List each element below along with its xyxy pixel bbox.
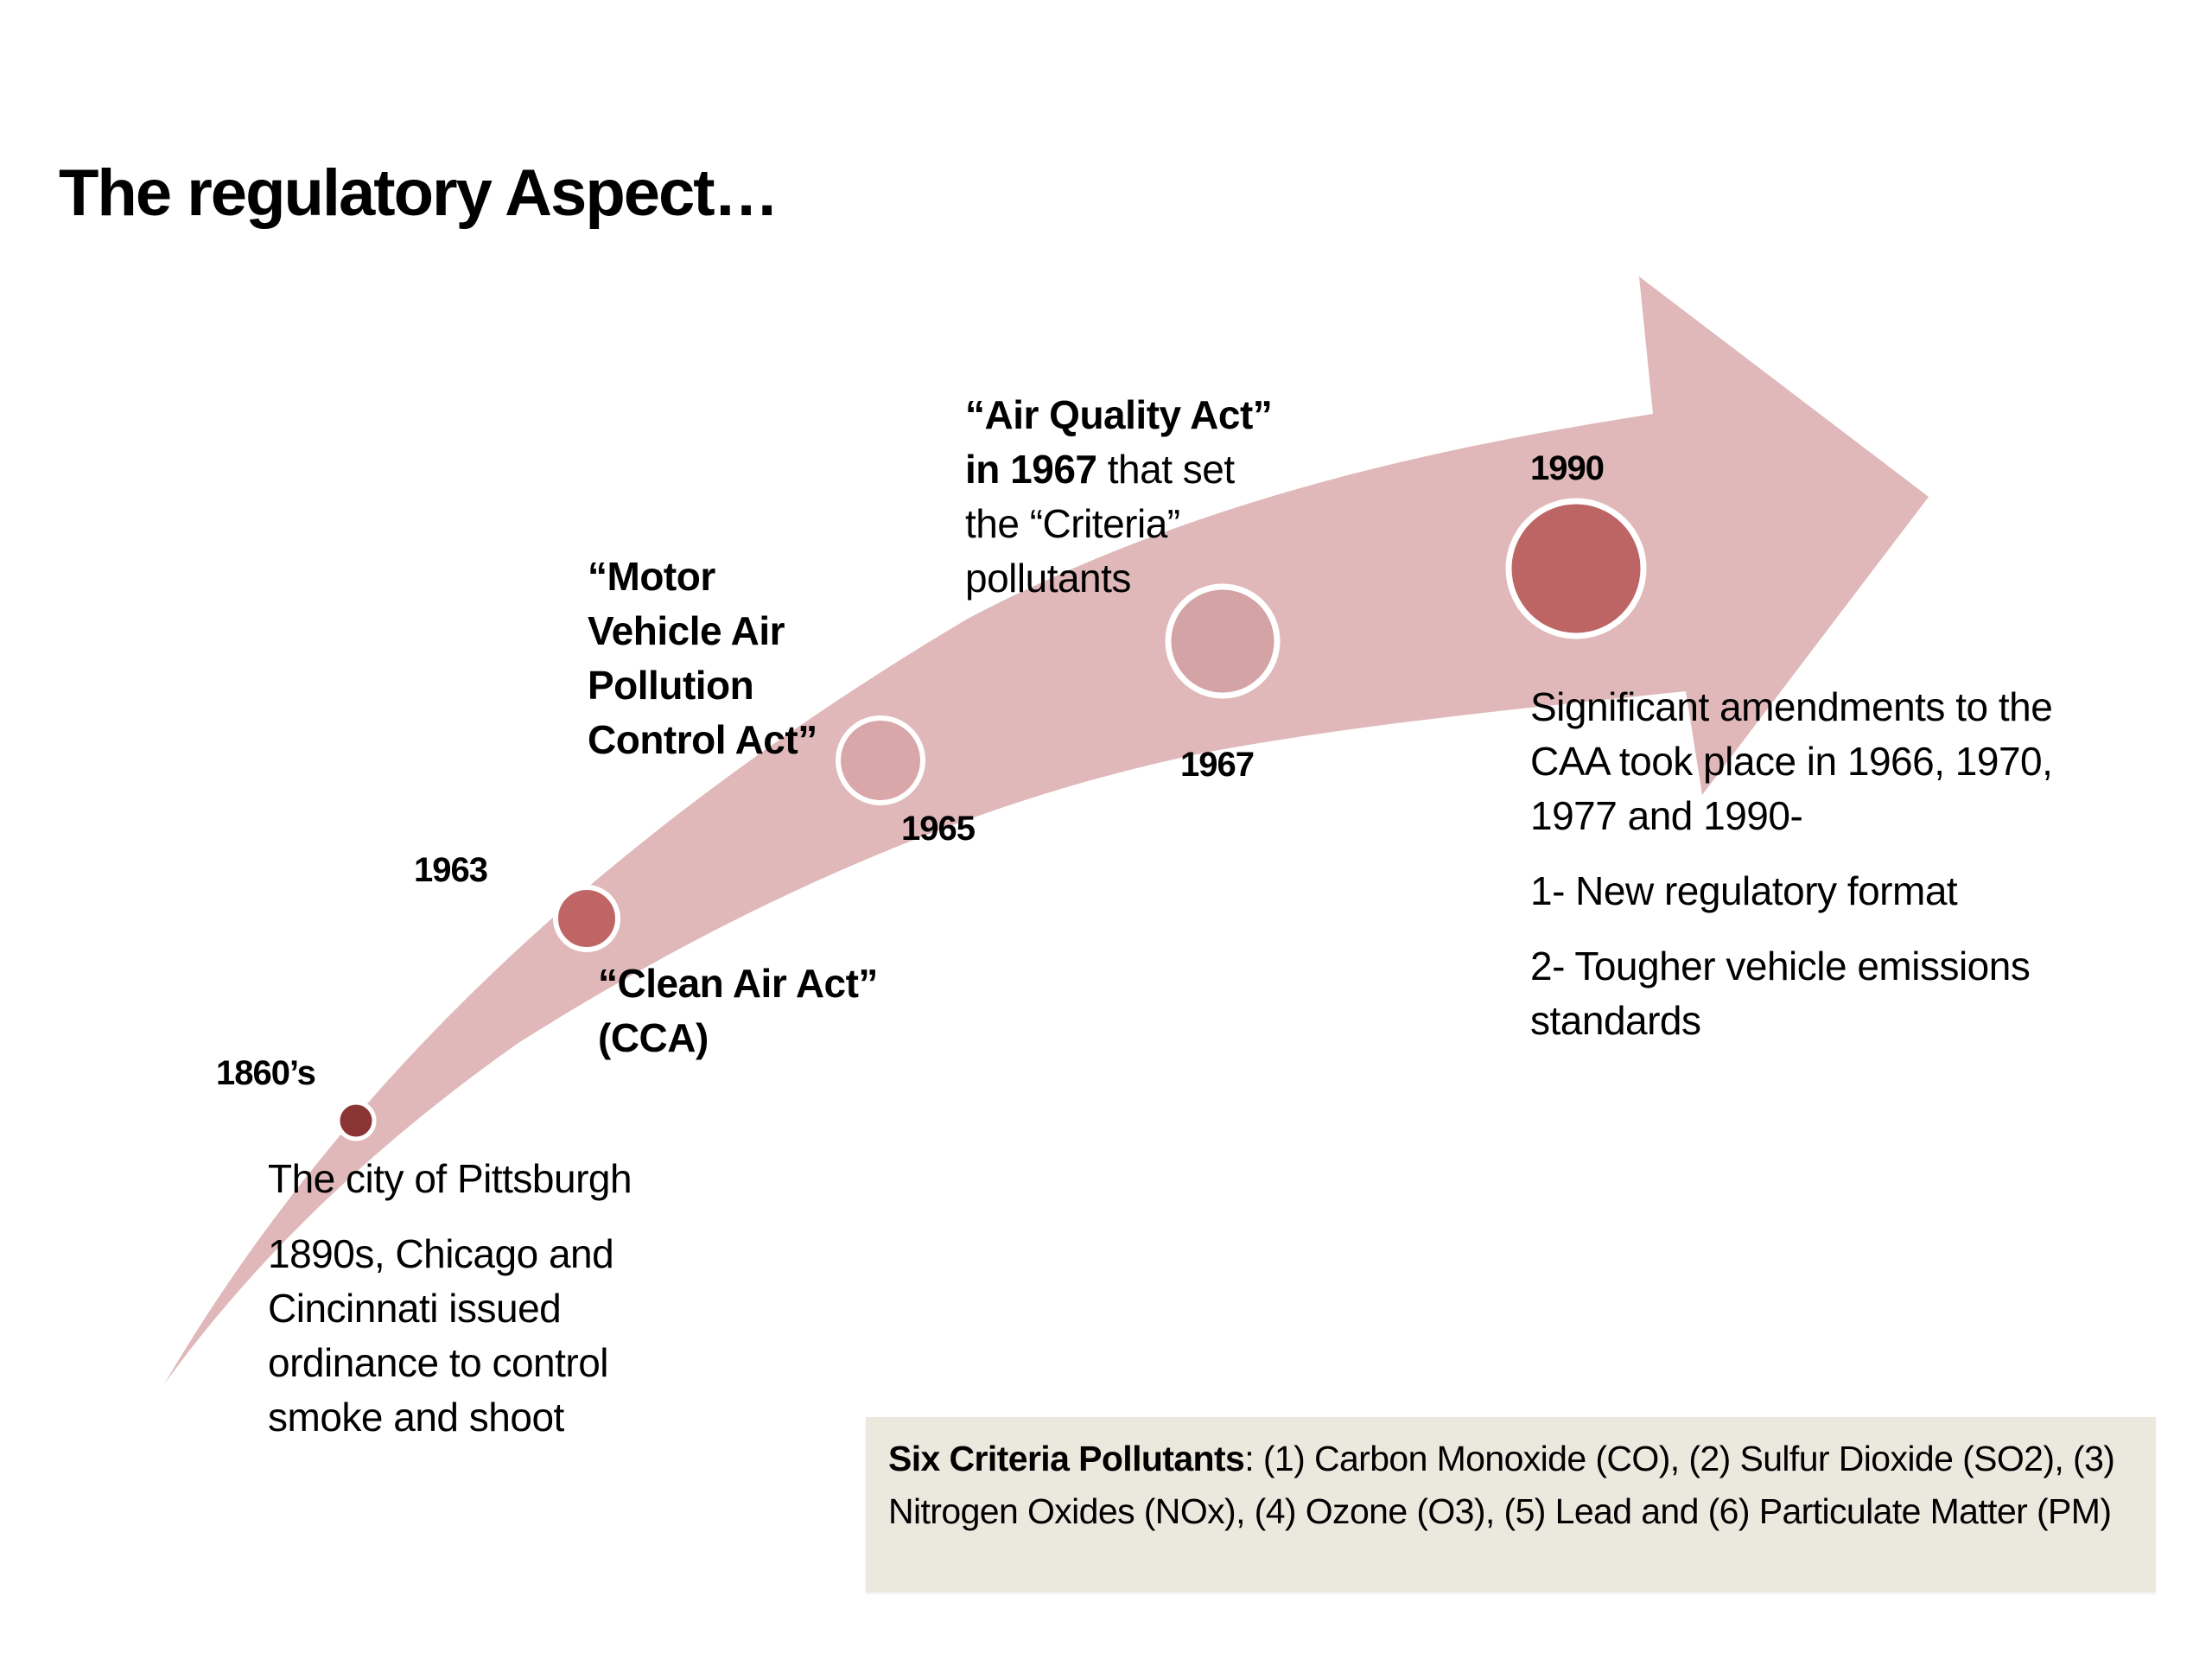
event-text-line: pollutants (965, 556, 1131, 601)
event-text-line: The city of Pittsburgh (268, 1156, 632, 1201)
event-text-line: Pollution (588, 663, 754, 708)
event-text-line: CAA took place in 1966, 1970, (1530, 739, 2053, 784)
criteria-pollutants-label: Six Criteria Pollutants (888, 1439, 1245, 1478)
timeline-dot-1965 (836, 715, 925, 805)
event-text-line: in 1967 that set (965, 447, 1235, 492)
event-text-line: 1890s, Chicago and (268, 1231, 614, 1276)
page-title: The regulatory Aspect… (59, 156, 779, 230)
event-text-line: “Air Quality Act” (965, 392, 1273, 437)
event-text-line: ordinance to control (268, 1340, 609, 1385)
event-text-line: (CCA) (598, 1015, 709, 1060)
event-1990-description: Significant amendments to the CAA took p… (1530, 680, 2053, 1048)
timeline-dot-1990 (1505, 498, 1647, 639)
event-text-line: “Clean Air Act” (598, 961, 878, 1006)
curved-arrow-shape (164, 276, 1929, 1384)
event-text-line: 1- New regulatory format (1530, 868, 1958, 913)
event-text-line: Control Act” (588, 717, 817, 762)
criteria-pollutants-text: Six Criteria Pollutants: (1) Carbon Mono… (888, 1433, 2141, 1538)
event-1860s-description: The city of Pittsburgh 1890s, Chicago an… (268, 1152, 632, 1445)
criteria-pollutants-box: Six Criteria Pollutants: (1) Carbon Mono… (866, 1417, 2156, 1592)
event-1965-description: “Motor Vehicle Air Pollution Control Act… (588, 550, 817, 767)
timeline-dot-1967 (1165, 583, 1281, 699)
event-text-line: smoke and shoot (268, 1395, 564, 1440)
timeline-dot-1860s (335, 1100, 377, 1141)
event-text-line: Significant amendments to the (1530, 684, 2053, 729)
criteria-pollutants-list: : (1) Carbon Monoxide (CO), (2) Sulfur D… (888, 1439, 2115, 1531)
year-label-1860s: 1860’s (216, 1054, 316, 1092)
event-text-line: 1977 and 1990- (1530, 793, 1803, 838)
event-text-line: Vehicle Air (588, 608, 785, 653)
event-1967-description: “Air Quality Act” in 1967 that set the “… (965, 388, 1273, 606)
year-label-1965: 1965 (901, 810, 976, 848)
year-label-1967: 1967 (1180, 746, 1255, 784)
event-text-line: 2- Tougher vehicle emissions (1530, 944, 2031, 988)
event-text-line: standards (1530, 998, 1701, 1043)
timeline-dot-1963 (553, 885, 620, 952)
year-label-1990: 1990 (1530, 449, 1605, 487)
event-1963-description: “Clean Air Act” (CCA) (598, 957, 878, 1065)
event-text-line: the “Criteria” (965, 501, 1180, 546)
event-text-line: “Motor (588, 554, 715, 599)
event-text-line: Cincinnati issued (268, 1286, 562, 1331)
year-label-1963: 1963 (414, 851, 488, 889)
